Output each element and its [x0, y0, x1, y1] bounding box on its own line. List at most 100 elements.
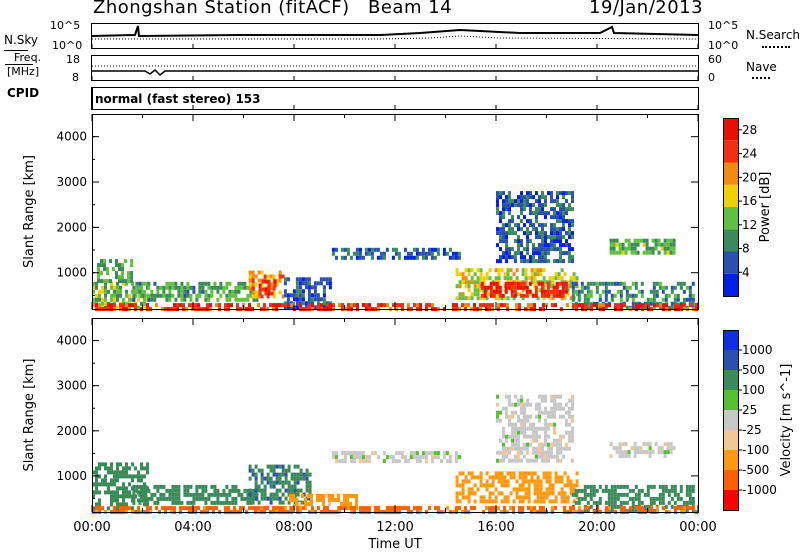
data-cell: [275, 464, 279, 469]
data-cell: [657, 450, 661, 455]
data-cell: [491, 491, 495, 496]
data-cell: [266, 506, 269, 511]
data-cell: [539, 268, 543, 273]
data-cell: [580, 285, 584, 290]
data-cell: [512, 471, 516, 476]
data-cell: [633, 442, 637, 447]
data-cell: [251, 294, 255, 299]
data-cell: [530, 276, 534, 281]
data-cell: [299, 472, 303, 477]
data-cell: [231, 293, 235, 298]
data-cell: [144, 492, 148, 497]
data-cell: [523, 434, 526, 439]
data-cell: [691, 488, 695, 493]
data-cell: [442, 455, 446, 460]
data-cell: [527, 491, 531, 496]
data-cell: [550, 450, 553, 455]
data-cell: [564, 285, 568, 290]
data-cell: [527, 471, 531, 476]
data-cell: [168, 281, 172, 286]
data-cell: [150, 496, 154, 501]
data-cell: [116, 281, 119, 286]
data-cell: [505, 235, 508, 240]
data-cell: [237, 488, 241, 493]
data-cell: [234, 293, 238, 298]
data-cell: [461, 495, 465, 500]
data-cell: [518, 499, 522, 504]
data-cell: [251, 472, 255, 477]
data-cell: [159, 285, 163, 290]
data-cell: [607, 488, 611, 493]
data-cell: [541, 243, 544, 248]
data-cell: [646, 508, 650, 513]
data-cell: [521, 272, 525, 277]
data-cell: [574, 281, 578, 286]
data-cell: [636, 450, 640, 455]
data-cell: [533, 479, 537, 484]
data-cell: [512, 272, 516, 277]
data-cell: [571, 231, 574, 236]
data-cell: [565, 231, 568, 236]
data-cell: [686, 506, 689, 511]
data-cell: [143, 301, 146, 306]
data-cell: [512, 296, 516, 301]
data-cell: [281, 294, 285, 299]
data-cell: [358, 459, 362, 464]
data-cell: [553, 394, 556, 399]
data-cell: [523, 402, 526, 407]
data-cell: [135, 281, 139, 286]
data-cell: [526, 398, 529, 403]
data-cell: [204, 293, 208, 298]
data-cell: [616, 289, 620, 294]
data-cell: [216, 496, 220, 501]
data-cell: [346, 494, 349, 498]
data-cell: [688, 496, 692, 501]
data-cell: [272, 468, 276, 473]
data-cell: [547, 247, 550, 252]
data-cell: [521, 479, 525, 484]
data-cell: [688, 492, 692, 497]
data-cell: [534, 293, 538, 298]
data-cell: [269, 464, 273, 469]
data-cell: [113, 482, 116, 487]
data-cell: [520, 426, 523, 431]
data-cell: [541, 207, 544, 212]
data-region: [455, 471, 579, 504]
nsky-tick-top: 10^5: [50, 19, 81, 32]
data-cell: [467, 499, 471, 504]
data-cell: [121, 279, 124, 284]
data-cell: [526, 235, 529, 240]
data-cell: [485, 471, 489, 476]
data-cell: [131, 281, 134, 286]
data-cell: [648, 446, 652, 451]
data-cell: [559, 207, 562, 212]
data-cell: [283, 293, 287, 298]
data-cell: [400, 455, 404, 460]
data-cell: [496, 450, 499, 455]
data-cell: [104, 474, 107, 479]
data-cell: [331, 247, 335, 252]
data-cell: [448, 459, 452, 464]
data-cell: [664, 504, 668, 509]
data-cell: [307, 277, 311, 282]
data-cell: [676, 492, 680, 497]
data-cell: [409, 455, 413, 460]
data-cell: [553, 426, 556, 431]
data-cell: [556, 199, 559, 204]
data-cell: [551, 303, 554, 308]
data-cell: [503, 272, 507, 277]
data-cell: [380, 303, 383, 308]
data-cell: [535, 446, 538, 451]
data-cell: [556, 442, 559, 447]
data-cell: [676, 281, 680, 286]
data-cell: [153, 293, 157, 298]
data-cell: [532, 251, 535, 256]
data-cell: [457, 255, 461, 260]
data-cell: [497, 296, 501, 301]
data-cell: [104, 289, 107, 294]
data-cell: [569, 483, 573, 488]
data-cell: [496, 199, 499, 204]
data-cell: [553, 414, 556, 419]
data-cell: [305, 480, 309, 485]
y-axis-label: Slant Range [km]: [22, 359, 37, 472]
